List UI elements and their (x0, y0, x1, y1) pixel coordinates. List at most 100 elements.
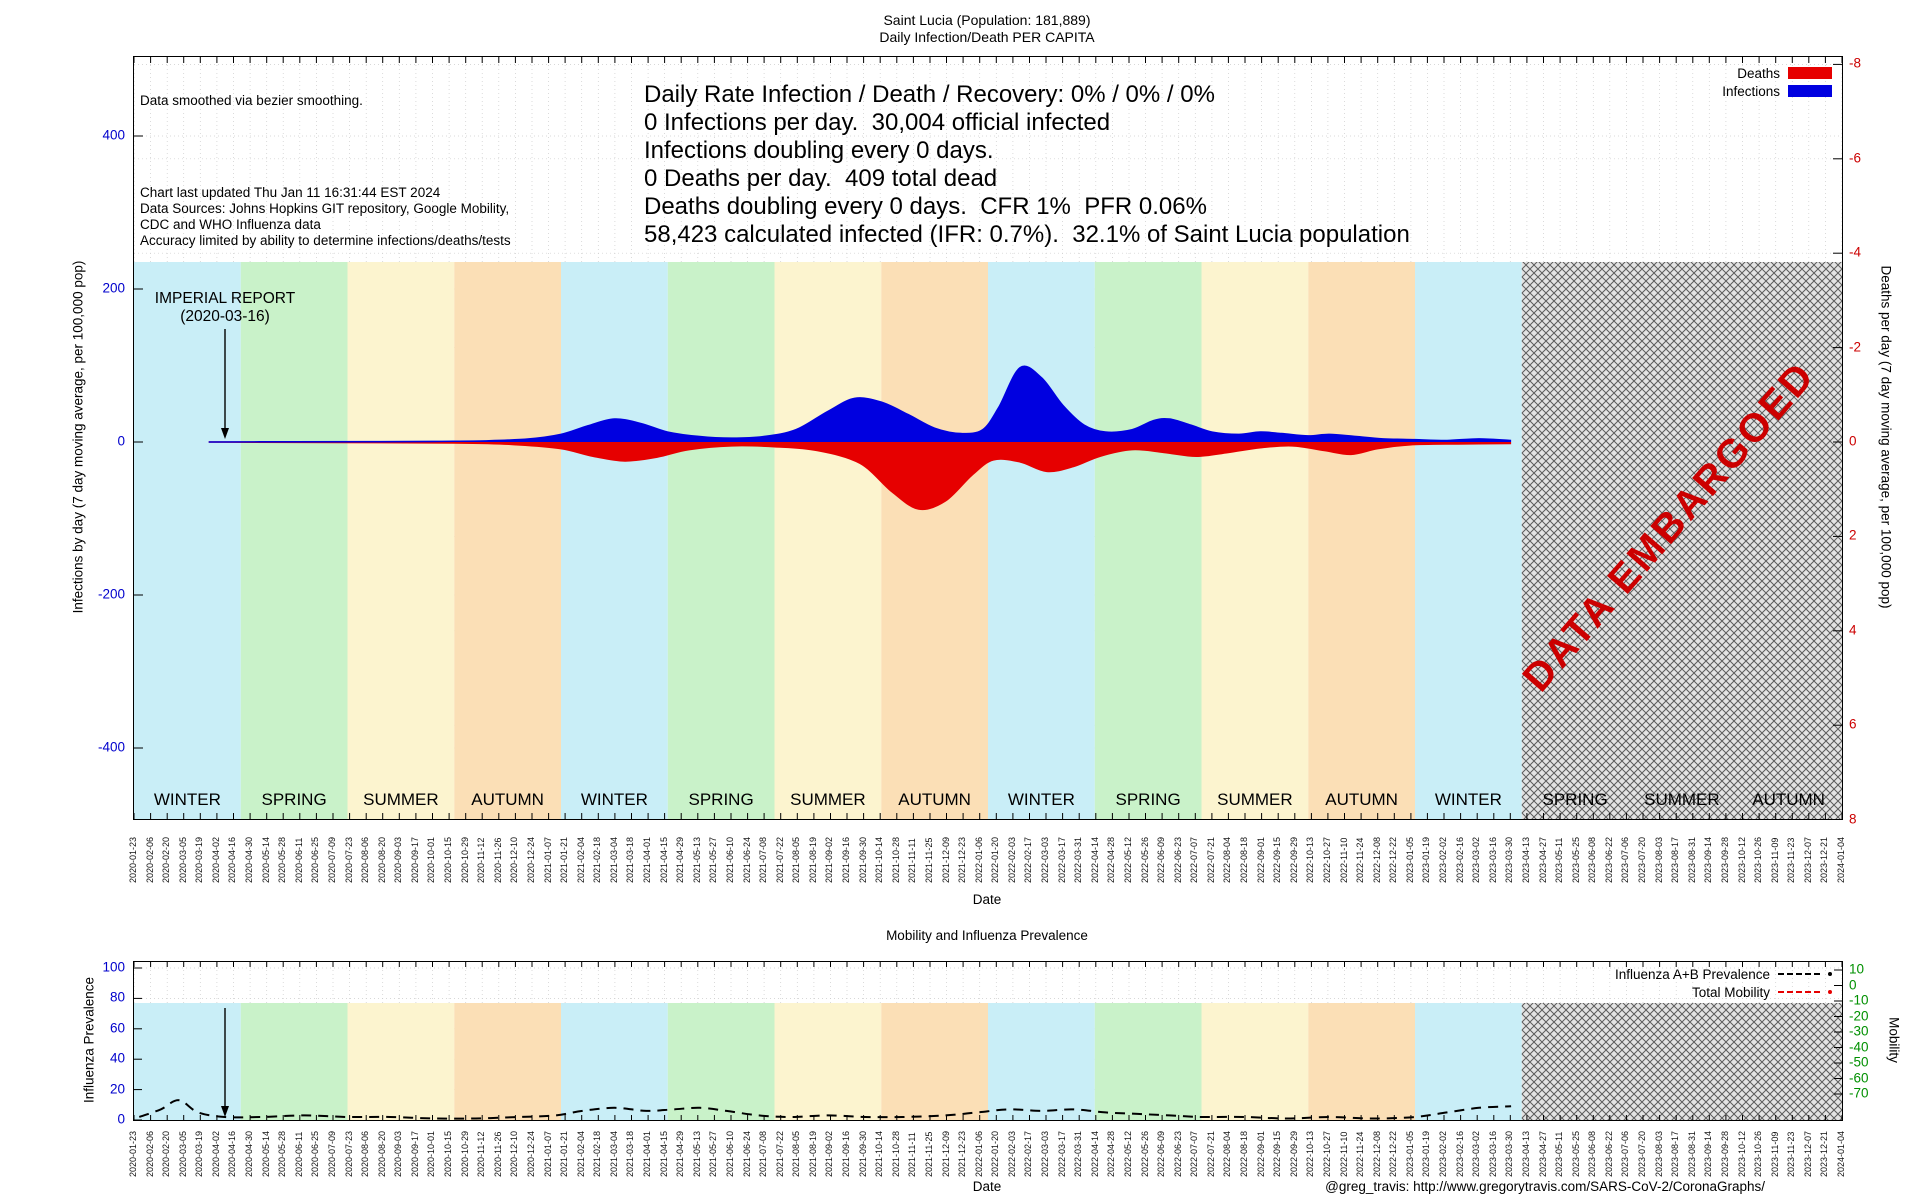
info-line: CDC and WHO Influenza data (140, 217, 321, 232)
x-tick-date-label: 2021-07-22 (774, 836, 785, 883)
x-tick-date-label: 2020-02-20 (161, 1130, 172, 1177)
x-tick-date-label: 2020-09-17 (409, 836, 420, 883)
season-band (988, 1003, 1095, 1120)
x-tick-date-label: 2022-08-18 (1239, 1130, 1250, 1177)
main-legend: Deaths Infections (1722, 64, 1832, 100)
season-label: SPRING (262, 790, 327, 809)
x-tick-date-label: 2023-05-11 (1554, 1131, 1565, 1177)
stats-line: 58,423 calculated infected (IFR: 0.7%). … (644, 221, 1410, 248)
axis-tick-label: -200 (97, 586, 125, 602)
season-band (1094, 262, 1202, 819)
x-tick-date-label: 2021-12-09 (940, 836, 951, 883)
x-tick-date-label: 2022-07-21 (1205, 1130, 1216, 1177)
main-plot-area: WINTER SPRING SUMMER AUTUMN WINTER SPRING SUMM… (133, 56, 1843, 820)
x-tick-date-label: 2021-10-14 (874, 1130, 885, 1177)
x-tick-date-label: 2020-03-19 (194, 1130, 205, 1177)
x-tick-date-label: 2023-08-31 (1686, 1130, 1697, 1177)
x-tick-date-label: 2021-02-04 (575, 836, 586, 883)
embargo-hatch (1521, 262, 1842, 819)
x-tick-date-label: 2022-11-10 (1338, 1131, 1349, 1177)
x-tick-date-label: 2021-06-24 (741, 1130, 752, 1177)
axis-tick-label: -20 (1849, 1008, 1869, 1023)
x-tick-date-label: 2022-07-21 (1205, 836, 1216, 883)
x-tick-date-label: 2022-09-01 (1255, 1130, 1266, 1177)
axis-tick-label: 40 (109, 1050, 125, 1066)
main-x-axis-title: Date (972, 892, 1002, 907)
axis-tick-label: 0 (117, 433, 125, 449)
x-tick-date-label: 2021-05-13 (691, 836, 702, 883)
x-tick-date-label: 2023-09-14 (1703, 836, 1714, 883)
influenza-prevalence-line (138, 1099, 1512, 1120)
x-tick-date-label: 2021-07-08 (758, 836, 769, 883)
axis-tick-label: -50 (1849, 1054, 1869, 1070)
season-band (347, 262, 455, 819)
smoothing-note: Data smoothed via bezier smoothing. (140, 93, 363, 108)
x-tick-date-label: 2021-08-05 (791, 1130, 802, 1177)
x-tick-date-label: 2021-05-27 (708, 836, 719, 883)
x-tick-date-label: 2021-06-24 (741, 836, 752, 883)
x-tick-date-label: 2020-10-01 (426, 1130, 437, 1177)
season-band (1308, 1003, 1416, 1120)
x-tick-date-label: 2021-11-25 (923, 837, 934, 883)
x-tick-date-label: 2021-12-09 (940, 1130, 951, 1177)
x-tick-date-label: 2020-04-16 (227, 836, 238, 883)
x-tick-date-label: 2021-12-23 (957, 836, 968, 883)
deaths-line (208, 441, 1512, 511)
x-tick-date-label: 2023-11-09 (1769, 837, 1780, 883)
axis-tick-label: 200 (102, 280, 125, 296)
axis-tick-label: -6 (1849, 150, 1862, 166)
x-tick-date-label: 2022-02-17 (1023, 836, 1034, 883)
season-label: WINTER (154, 790, 221, 809)
x-tick-date-label: 2023-07-20 (1637, 1130, 1647, 1177)
x-tick-date-label: 2024-01-04 (1836, 1130, 1846, 1177)
x-tick-date-label: 2022-03-03 (1040, 1130, 1051, 1177)
x-tick-date-label: 2024-01-04 (1836, 836, 1846, 883)
x-tick-date-label: 2021-10-28 (890, 836, 901, 883)
x-tick-date-label: 2021-08-05 (791, 836, 802, 883)
season-label: SPRING (1543, 790, 1608, 809)
axis-tick-label: 80 (109, 989, 125, 1005)
main-chart-svg: WINTER SPRING SUMMER AUTUMN WINTER SPRING SUMM… (134, 57, 1842, 819)
legend-row: Deaths (1722, 64, 1832, 82)
x-tick-date-label: 2023-01-19 (1421, 1130, 1432, 1177)
x-tick-date-label: 2020-10-29 (459, 836, 470, 883)
x-tick-date-label: 2020-04-02 (210, 1130, 221, 1177)
infections-area (208, 366, 1512, 442)
axis-tick-label: -10 (1849, 992, 1869, 1008)
x-tick-date-label: 2021-09-02 (824, 836, 835, 883)
season-band (1308, 262, 1416, 819)
bottom-plot-area: Influenza A+B Prevalence Total Mobility (133, 961, 1843, 1121)
x-tick-date-label: 2022-05-26 (1139, 836, 1150, 883)
x-tick-date-label: 2023-03-30 (1504, 836, 1515, 883)
season-band (134, 1003, 241, 1120)
x-tick-date-label: 2023-11-23 (1786, 837, 1797, 883)
x-tick-date-label: 2020-11-26 (492, 837, 503, 883)
season-band (347, 1003, 455, 1120)
imperial-report-label: (2020-03-16) (180, 308, 270, 325)
x-tick-date-label: 2022-11-24 (1355, 1131, 1366, 1177)
x-tick-date-label: 2023-09-14 (1703, 1130, 1714, 1177)
imperial-report-arrowhead (221, 428, 229, 439)
season-label: WINTER (1008, 790, 1075, 809)
legend-label: Total Mobility (1691, 984, 1770, 1000)
x-tick-date-label: 2022-03-31 (1073, 836, 1084, 883)
season-label: SPRING (1116, 790, 1181, 809)
infections-line (208, 365, 1512, 443)
x-tick-date-label: 2022-04-28 (1106, 836, 1117, 883)
axis-tick-label: 0 (1849, 977, 1857, 992)
x-tick-date-label: 2021-01-21 (559, 1130, 570, 1177)
x-tick-date-label: 2023-12-07 (1802, 1130, 1813, 1177)
author-credit: @greg_travis: http://www.gregorytravis.c… (1325, 1179, 1765, 1194)
x-tick-date-label: 2023-03-16 (1487, 1130, 1498, 1177)
x-tick-date-label: 2022-03-17 (1056, 1130, 1067, 1177)
axis-tick-label: -30 (1849, 1023, 1869, 1039)
legend-point-marker (1828, 990, 1832, 994)
x-tick-date-label: 2021-04-01 (642, 1130, 653, 1177)
x-tick-date-label: 2020-12-10 (509, 836, 520, 883)
x-tick-date-label: 2021-03-18 (625, 1130, 636, 1177)
x-tick-date-label: 2022-10-27 (1321, 1130, 1332, 1177)
x-tick-date-label: 2023-07-20 (1637, 836, 1647, 883)
note-spacer (140, 141, 511, 153)
x-tick-date-label: 2022-09-15 (1272, 836, 1283, 883)
